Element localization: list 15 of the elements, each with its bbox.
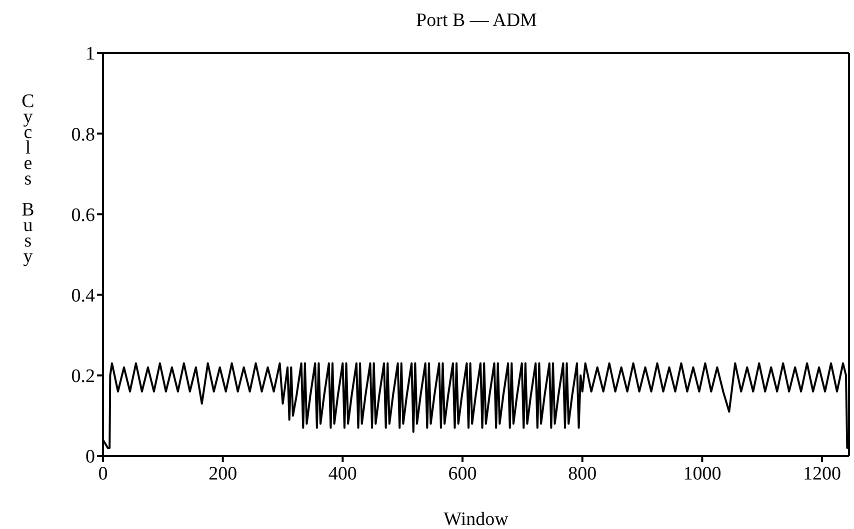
x-tick-label: 600 <box>448 463 477 484</box>
text: Cycles Busy <box>22 91 34 267</box>
x-tick-label: 400 <box>328 463 357 484</box>
x-axis-title: Window <box>444 509 509 529</box>
y-tick-label: 0.2 <box>71 366 95 388</box>
y-tick-label: 0.8 <box>71 124 95 146</box>
chart-title: Port B — ADM <box>415 10 538 32</box>
y-tick-label: 0.4 <box>71 286 96 307</box>
y-tick-label: 0 <box>86 446 95 468</box>
x-tick-label: 200 <box>208 463 238 484</box>
x-tick-label: 1200 <box>803 463 842 484</box>
x-tick-label: 800 <box>568 463 597 484</box>
x-tick-label: 1000 <box>683 463 722 484</box>
y-tick-label: 1 <box>86 44 95 65</box>
y-tick-label: 0.6 <box>71 204 95 226</box>
